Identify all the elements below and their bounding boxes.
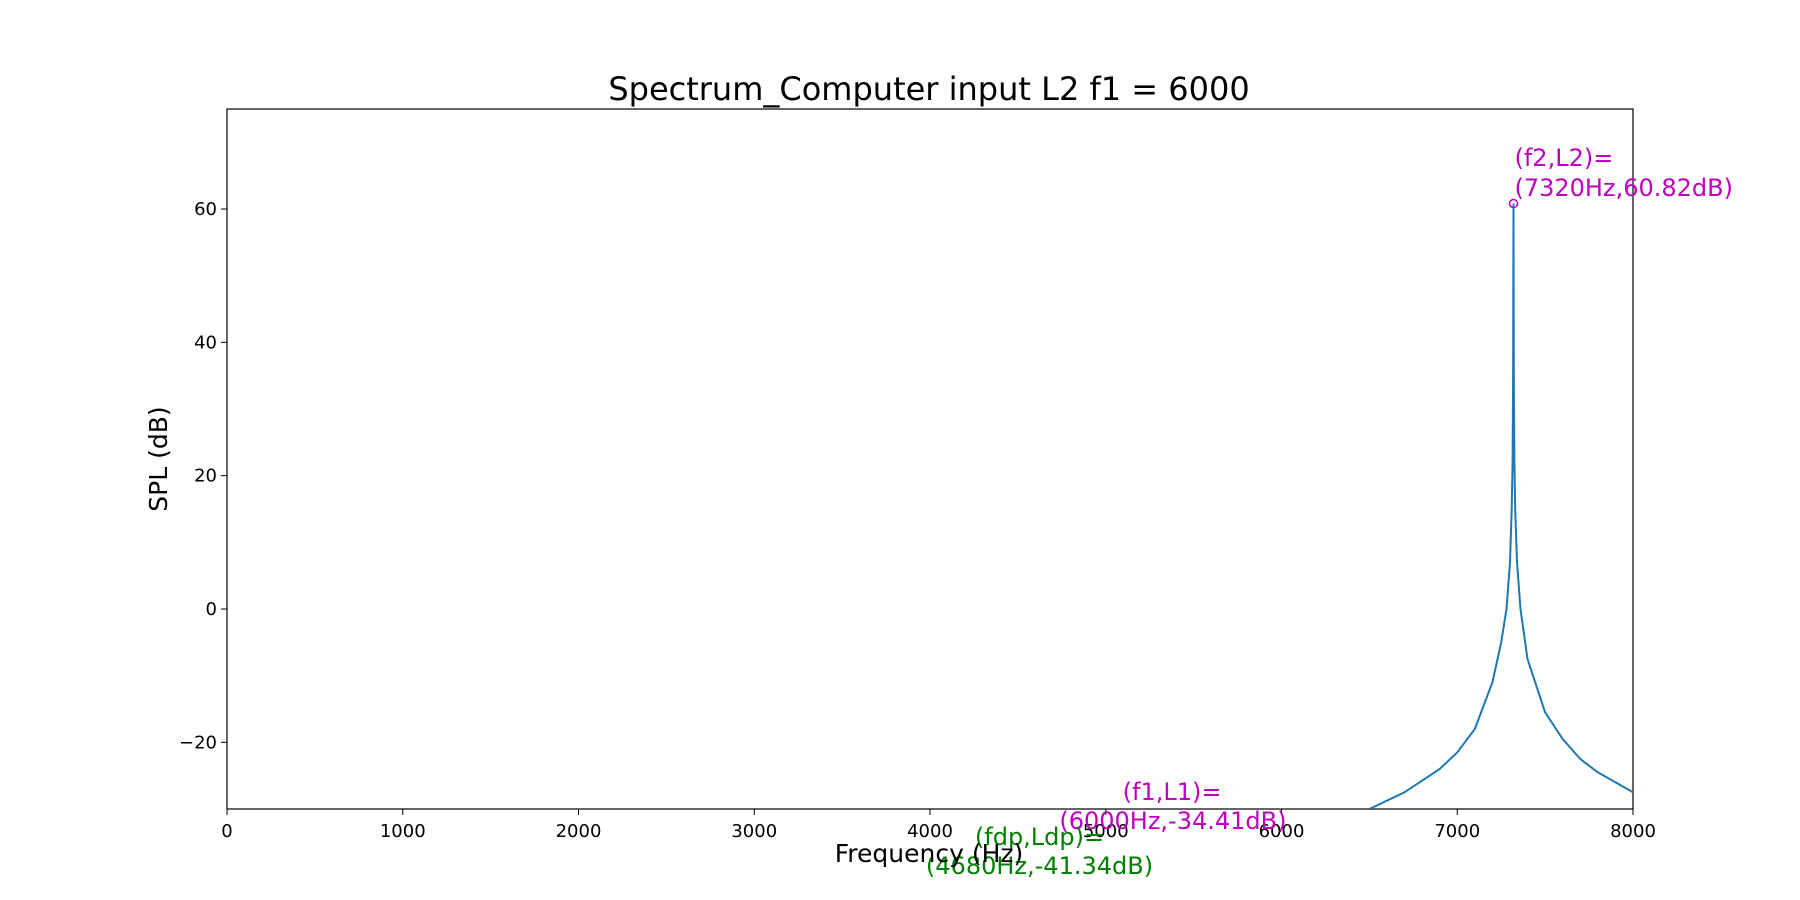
annotation-label-line2: (7320Hz,60.82dB) bbox=[1514, 174, 1732, 202]
annotation-label-line1: (f1,L1)= bbox=[1123, 778, 1222, 806]
annotation-marker bbox=[1508, 198, 1519, 209]
y-tick-label: 20 bbox=[194, 466, 217, 487]
x-tick-label: 2000 bbox=[556, 821, 602, 842]
annotation-label-line2: (6000Hz,-34.41dB) bbox=[1059, 807, 1286, 835]
y-tick-label: 0 bbox=[206, 599, 217, 620]
annotation-label-line2: (4680Hz,-41.34dB) bbox=[926, 852, 1153, 880]
y-axis-label: SPL (dB) bbox=[144, 406, 173, 511]
x-axis-ticks: 0 1000 2000 3000 4000 5000 6000 7000 8000 bbox=[221, 809, 1656, 842]
y-tick-label: −20 bbox=[179, 732, 217, 753]
x-tick-label: 4000 bbox=[907, 821, 953, 842]
y-axis-ticks: −20 0 20 40 60 bbox=[179, 199, 227, 753]
spectrum-series-line bbox=[1368, 203, 1633, 809]
peak-annotations: (f2,L2)=(7320Hz,60.82dB) (f1,L1)=(6000Hz,… bbox=[926, 144, 1733, 880]
x-tick-label: 8000 bbox=[1610, 821, 1656, 842]
x-tick-label: 1000 bbox=[380, 821, 426, 842]
y-tick-label: 60 bbox=[194, 199, 217, 220]
x-axis-label: Frequency (Hz) bbox=[835, 839, 1024, 868]
annotation-label-line1: (fdp,Ldp)= bbox=[975, 823, 1104, 851]
annotation-label-line1: (f2,L2)= bbox=[1514, 144, 1613, 172]
x-tick-label: 0 bbox=[221, 821, 232, 842]
chart-title: Spectrum_Computer input L2 f1 = 6000 bbox=[608, 70, 1249, 108]
y-tick-label: 40 bbox=[194, 332, 217, 353]
x-tick-label: 3000 bbox=[731, 821, 777, 842]
x-tick-label: 6000 bbox=[1259, 821, 1305, 842]
plot-frame bbox=[226, 108, 1634, 810]
x-tick-label: 5000 bbox=[1083, 821, 1129, 842]
x-tick-label: 7000 bbox=[1434, 821, 1480, 842]
